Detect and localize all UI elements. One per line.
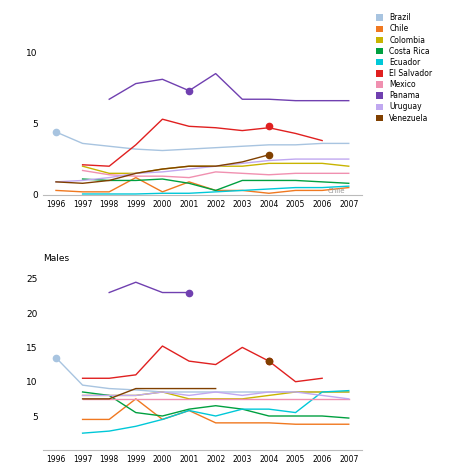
Text: Males: Males <box>43 254 69 263</box>
Text: Chile: Chile <box>328 188 345 193</box>
Legend: Brazil, Chile, Colombia, Costa Rica, Ecuador, El Salvador, Mexico, Panama, Urugu: Brazil, Chile, Colombia, Costa Rica, Ecu… <box>376 13 432 123</box>
